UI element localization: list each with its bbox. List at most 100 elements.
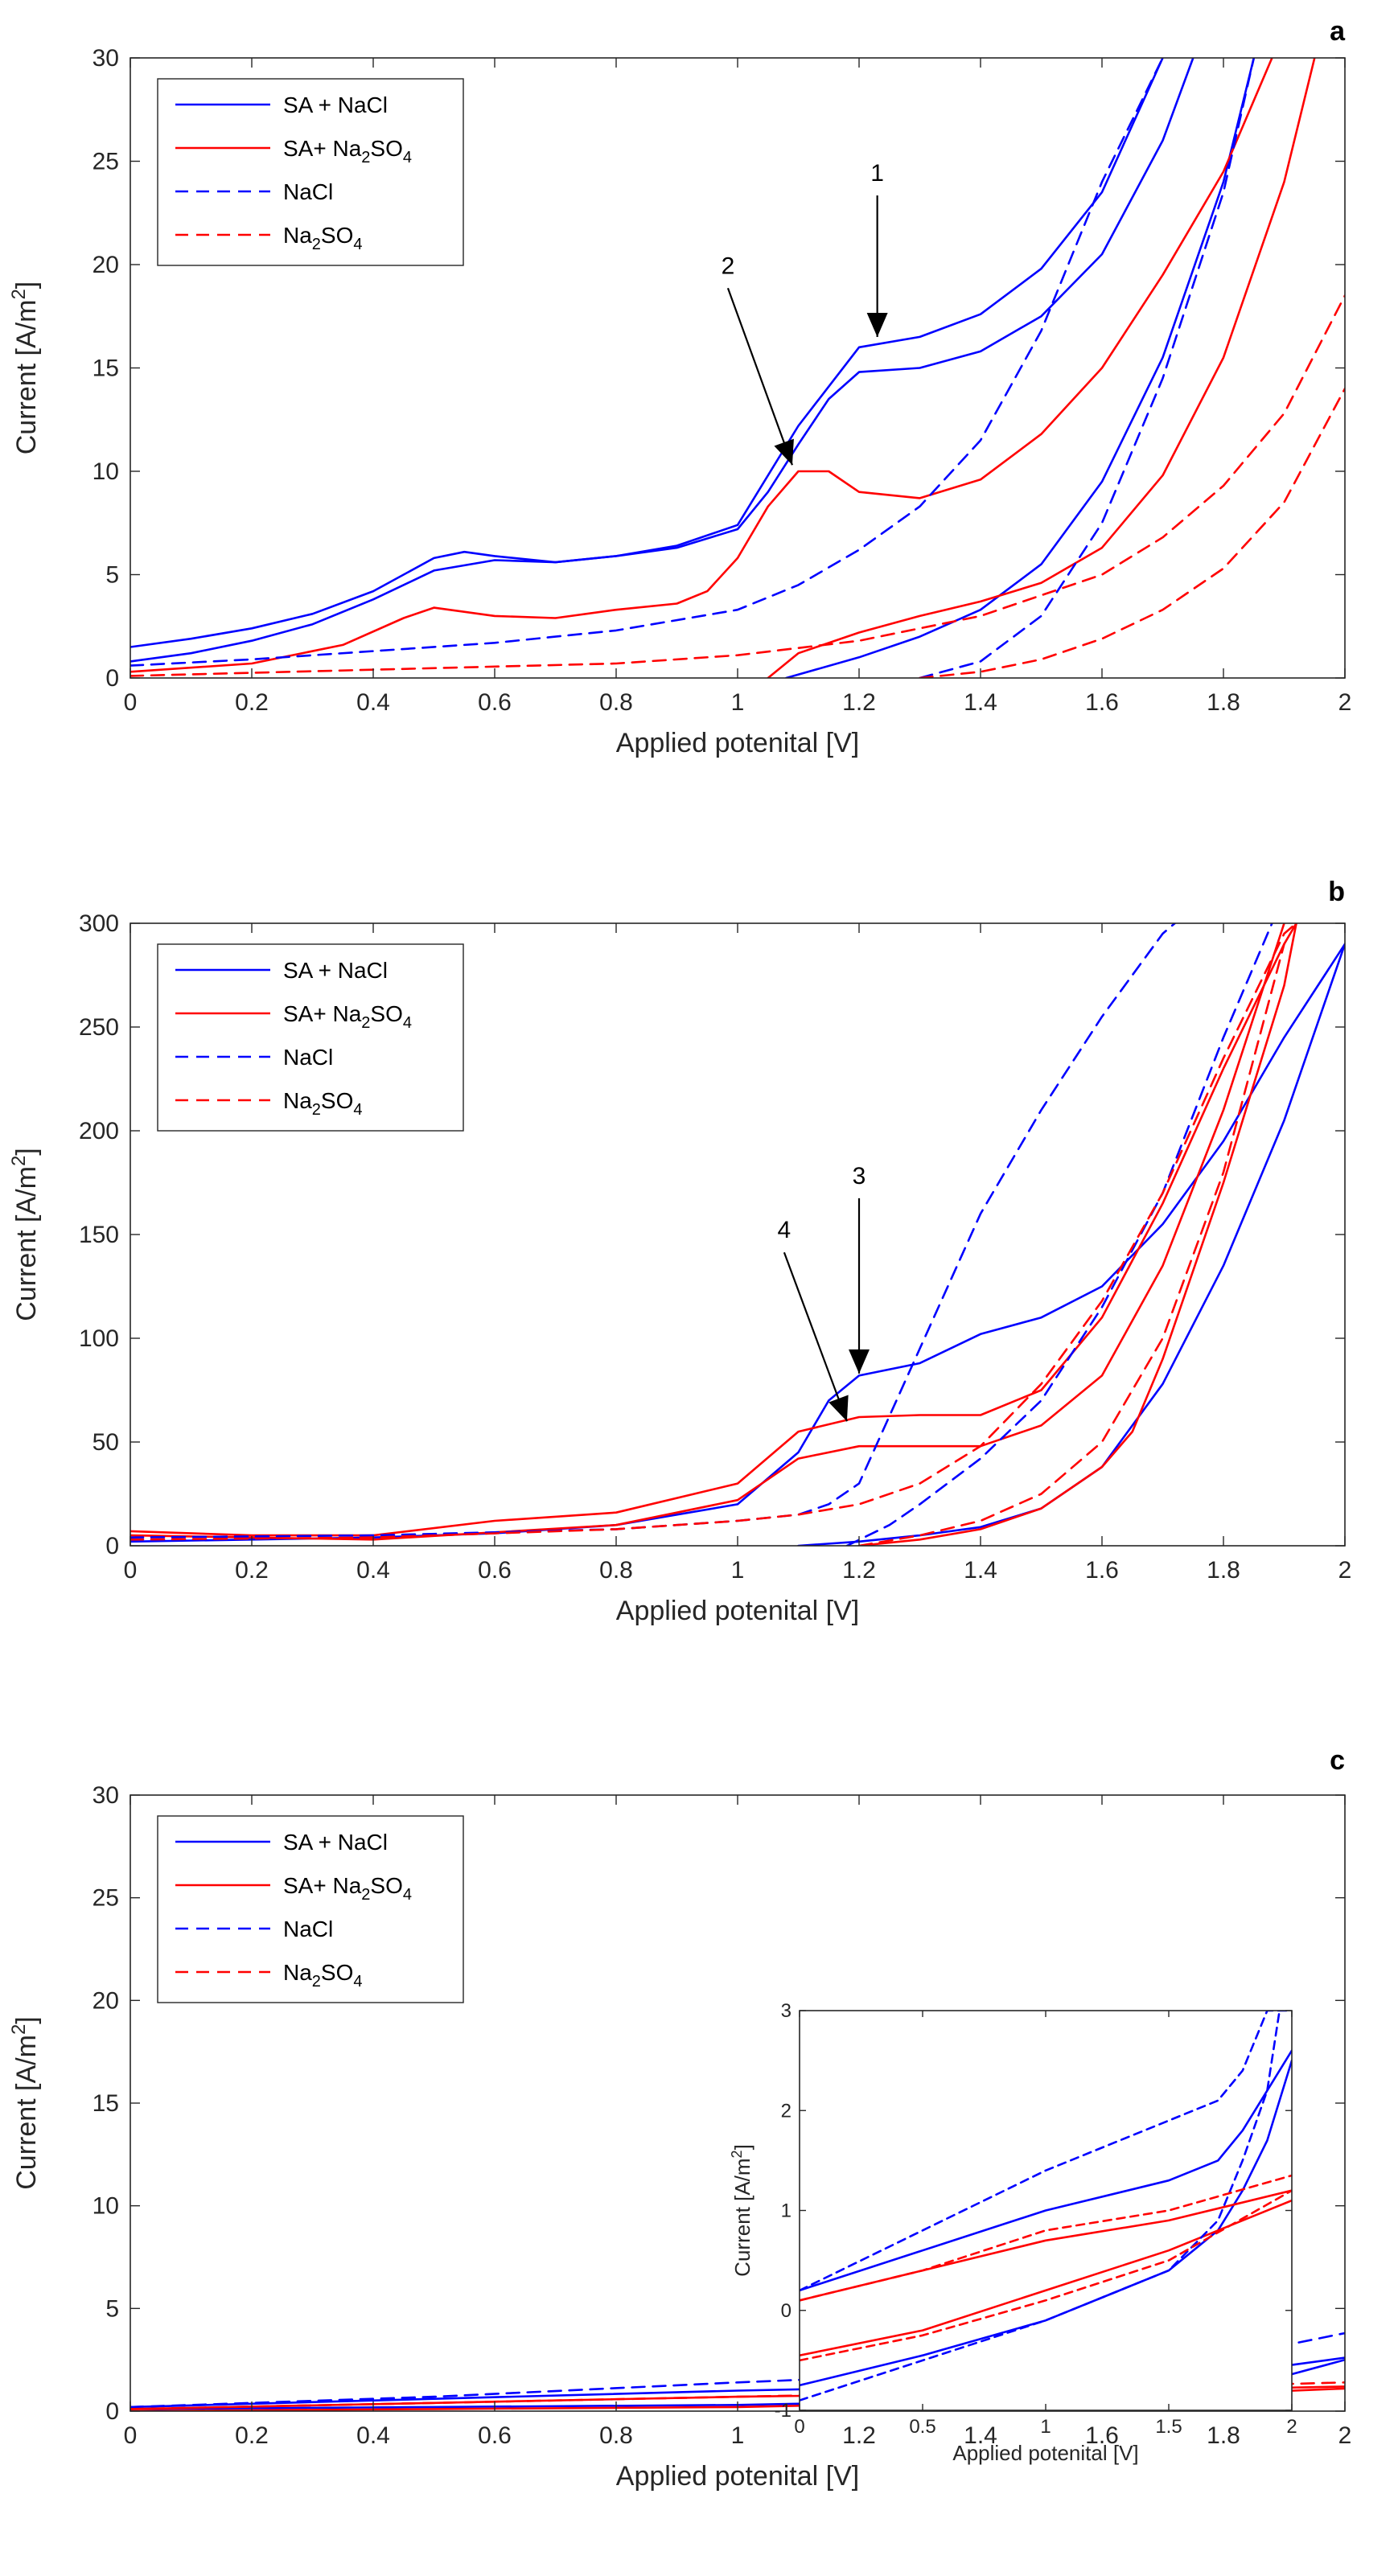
panel-b: 0 0.2 0.4 0.6 0.8 1 1.2 1.4 1.6 1.8 2 0 50 100 150 200 2… (8, 877, 1351, 1626)
series-line-8 (919, 387, 1345, 678)
y-axis-title-sup: 2 (8, 289, 30, 299)
x-tick-label: 0 (124, 689, 138, 716)
legend-label: Na2SO4 (283, 1088, 363, 1119)
annotation-label: 1 (870, 160, 884, 187)
x-tick-label: 1.2 (842, 689, 876, 716)
series-group (130, 58, 1345, 678)
x-tick-label: 1.8 (1207, 689, 1240, 716)
x-tick-label: 0.2 (235, 1557, 269, 1584)
series-line-6 (919, 58, 1256, 678)
y-axis-title: Current [A/m2] (8, 281, 42, 455)
x-tick-label: 1.8 (1207, 2422, 1240, 2449)
annotation-arrow-shaft (726, 287, 793, 466)
y-tick-label: 25 (93, 149, 119, 175)
series-line-1 (800, 2059, 1292, 2387)
x-tick-label: 0.2 (235, 2422, 269, 2449)
x-tick-label: 2 (1286, 2416, 1297, 2438)
series-group (130, 923, 1345, 1546)
x-tick-label: 0.5 (909, 2416, 935, 2438)
series-line-2 (130, 923, 1297, 1537)
panel-letter: a (1330, 16, 1346, 47)
legend-label-main: NaCl (283, 1917, 333, 1941)
legend-tail: SO (370, 136, 402, 161)
y-axis-title-main: Current [A/m (11, 1166, 42, 1321)
y-tick-label: 30 (93, 45, 119, 72)
legend-sub2: 4 (353, 1973, 362, 1991)
legend-label: Na2SO4 (283, 223, 363, 253)
legend-label: NaCl (283, 1045, 333, 1070)
x-tick-label: 2 (1338, 689, 1352, 716)
series-line-1 (130, 58, 1164, 663)
series-line-0 (800, 2049, 1292, 2292)
legend-label-main: Na (283, 223, 312, 248)
y-tick-label: 25 (93, 1885, 119, 1912)
x-tick-label: 1.8 (1207, 1557, 1240, 1584)
legend-label: Na2SO4 (283, 1960, 363, 1991)
legend-sub: 2 (361, 149, 370, 166)
y-tick-label: 0 (105, 665, 119, 692)
annotation-arrow-head (866, 312, 888, 337)
legend-label-main: Na (283, 1960, 312, 1985)
x-tick-label: 0.8 (599, 689, 633, 716)
series-line-3 (130, 58, 1273, 673)
y-axis-title-main: Current [A/m (11, 2035, 42, 2190)
y-axis-title-end: ] (730, 2144, 755, 2150)
annotation-arrow-shaft (783, 1251, 848, 1422)
x-tick-label: 1.2 (842, 2422, 876, 2449)
y-tick-label: 250 (79, 1014, 119, 1041)
y-axis-title-sup: 2 (8, 1156, 30, 1166)
legend-tail: SO (370, 1001, 402, 1026)
annotation-arrow-head (849, 1349, 870, 1374)
y-tick-label: 50 (93, 1429, 119, 1456)
series-line-7 (130, 923, 1297, 1541)
annotation-label: 2 (722, 253, 735, 279)
y-axis-title-sup: 2 (8, 2024, 30, 2035)
legend-label-main: NaCl (283, 179, 333, 204)
series-line-2 (785, 58, 1256, 678)
x-tick-label: 2 (1338, 1557, 1352, 1584)
x-tick-label: 1.6 (1085, 2422, 1119, 2449)
series-line-4 (767, 58, 1316, 678)
legend-sub2: 4 (353, 1101, 362, 1119)
annotation-arrow-head (774, 438, 794, 466)
series-line-8 (857, 943, 1285, 1546)
y-tick-label: 0 (781, 2300, 792, 2322)
panel-letter: c (1330, 1745, 1345, 1776)
series-line-3 (130, 923, 1285, 1541)
x-tick-label: 1 (731, 1557, 745, 1584)
legend-tail: SO (321, 223, 353, 248)
legend-label: SA+ Na2SO4 (283, 1001, 412, 1032)
x-tick-label: 1.2 (842, 1557, 876, 1584)
legend-label: SA + NaCl (283, 958, 388, 983)
x-tick-label: 1.4 (964, 2422, 997, 2449)
legend-label-main: SA + NaCl (283, 958, 388, 983)
x-tick-label: 1.4 (964, 689, 997, 716)
x-tick-label: 1 (731, 2422, 745, 2449)
series-line-0 (130, 58, 1194, 648)
legend-label-main: SA+ Na (283, 1001, 362, 1026)
y-axis-title-main: Current [A/m (730, 2158, 755, 2276)
x-tick-label: 0.6 (478, 2422, 512, 2449)
series-line-6 (800, 2174, 1292, 2302)
x-tick-label: 2 (1338, 2422, 1352, 2449)
legend-sub: 2 (312, 1101, 321, 1119)
annotation-label: 4 (778, 1217, 792, 1243)
y-tick-label: 20 (93, 252, 119, 278)
y-axis-title-sup: 2 (729, 2150, 745, 2158)
x-tick-label: 0 (124, 1557, 138, 1584)
y-tick-label: -1 (775, 2400, 792, 2422)
legend-label: SA + NaCl (283, 1830, 388, 1855)
x-tick-label: 0.6 (478, 1557, 512, 1584)
series-line-4 (857, 923, 1297, 1546)
y-axis-title-end: ] (11, 2016, 42, 2023)
legend-label: SA+ Na2SO4 (283, 1873, 412, 1904)
y-tick-label: 2 (781, 2100, 792, 2122)
legend-label: NaCl (283, 179, 333, 204)
x-tick-label: 0.4 (356, 689, 390, 716)
legend-sub: 2 (312, 236, 321, 253)
x-tick-label: 1 (731, 689, 745, 716)
y-tick-label: 300 (79, 910, 119, 937)
series-line-3 (800, 2199, 1292, 2356)
